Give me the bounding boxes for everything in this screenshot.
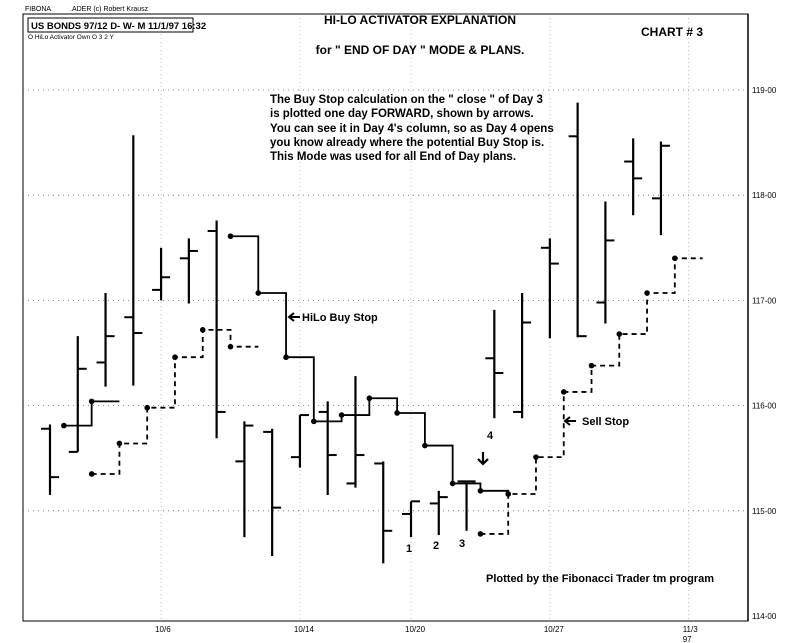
x-tick-label: 10/6 [155, 625, 171, 634]
footer-credit: Plotted by the Fibonacci Trader tm progr… [486, 573, 714, 585]
buy-stop-point [227, 233, 234, 240]
y-tick-label: 117-00 [752, 296, 777, 305]
left-arrow-icon [563, 416, 576, 426]
ohlc-bar [429, 490, 448, 535]
x-tick-label: 10/14 [294, 625, 315, 634]
sell-stop-point [644, 290, 650, 296]
ohlc-bar [207, 220, 226, 439]
x-tick-label: 10/27 [544, 625, 565, 634]
y-tick-label: 115-00 [752, 507, 777, 516]
sell-stop-annotation: Sell Stop [563, 416, 629, 428]
explanation-line: The Buy Stop calculation on the " close … [270, 94, 543, 106]
explanation-line: is plotted one day FORWARD, shown by arr… [270, 108, 534, 120]
sell-stop-point [172, 354, 178, 361]
ohlc-bar [41, 424, 59, 496]
down-arrow-icon [477, 452, 489, 466]
y-tick-label: 114-00 [752, 612, 777, 621]
ohlc-bar [290, 414, 309, 468]
chart-subtitle: for " END OF DAY " MODE & PLANS. [316, 43, 525, 57]
explanation-line: you know already where the potential Buy… [270, 137, 544, 149]
explanation-line: You can see it in Day 4's column, so as … [270, 123, 554, 135]
ohlc-bar [624, 138, 643, 216]
buy-stop-point [338, 412, 345, 418]
symbol-box [27, 17, 194, 33]
sell-stop-line [91, 328, 259, 475]
ohlc-bar [457, 480, 476, 531]
stop-lines [61, 233, 703, 537]
vendor-label-2: .ADER (c) Robert Krausz [70, 6, 149, 13]
buy-stop-point [61, 422, 67, 429]
x-tick-label: 11/3 [683, 625, 699, 634]
y-tick-label: 116-00 [752, 402, 777, 411]
sell-stop-point [560, 389, 567, 395]
ohlc-bar [263, 428, 282, 557]
explanation-text: The Buy Stop calculation on the " close … [270, 94, 554, 163]
ohlc-bar [96, 293, 115, 387]
chart-number: CHART # 3 [641, 25, 703, 39]
ohlc-bar [68, 336, 87, 453]
ohlc-bar [124, 135, 143, 386]
sell-stop-point [116, 440, 123, 447]
buy-stop-point [449, 480, 456, 487]
ohlc-bar [346, 376, 365, 488]
sell-stop-point [533, 454, 539, 460]
buy-stop-line [63, 400, 120, 427]
buy-stop-point [477, 488, 484, 494]
sell-stop-point [505, 491, 512, 497]
buy-stop-point [283, 354, 289, 361]
vendor-label-1: FIBONA [25, 6, 51, 13]
buy-stop-point [311, 418, 317, 425]
buy-stop-point [88, 398, 95, 405]
indicator-legend: O HiLo Activator Own O 3 2 Y [28, 34, 115, 41]
ohlc-bar [651, 141, 670, 236]
day-label: 3 [459, 538, 465, 550]
ohlc-bar [179, 238, 198, 304]
price-bars [41, 102, 670, 564]
chart-title: HI-LO ACTIVATOR EXPLANATION [324, 13, 516, 27]
y-tick-label: 118-00 [752, 191, 777, 200]
buy-stop-point [422, 442, 428, 449]
sell-stop-point [672, 255, 678, 262]
x-tick-year: 97 [683, 635, 692, 643]
ohlc-bar [374, 461, 393, 564]
axis-labels: 119-00 118-00 117-00 116-00 115-00 114-00 10/6… [155, 86, 777, 643]
sell-stop-line [480, 257, 703, 535]
ohlc-bar [402, 500, 421, 538]
sell-stop-point [144, 404, 150, 411]
ohlc-bar [596, 201, 615, 324]
explanation-line: This Mode was used for all End of Day pl… [270, 151, 516, 163]
day-label: 2 [433, 540, 439, 552]
sell-stop-point [199, 327, 206, 333]
ohlc-bar [513, 293, 532, 419]
sell-stop-point [588, 362, 595, 369]
sell-stop-point [477, 531, 484, 537]
buy-stop-label: HiLo Buy Stop [302, 312, 378, 324]
buy-stop-point [366, 395, 373, 402]
day-label: 4 [487, 430, 494, 442]
day-label: 1 [406, 543, 412, 555]
y-tick-label: 119-00 [752, 86, 777, 95]
left-arrow-icon [287, 312, 300, 322]
sell-stop-point [227, 343, 234, 350]
sell-stop-label: Sell Stop [582, 416, 629, 428]
grid [23, 14, 748, 621]
ohlc-bar [540, 238, 559, 339]
sell-stop-point [616, 331, 623, 337]
buy-stop-point [394, 410, 400, 416]
x-tick-label: 10/20 [405, 625, 426, 634]
ohlc-bar [152, 247, 171, 301]
symbol-label: US BONDS 97/12 D- W- M 11/1/97 16:32 [31, 21, 206, 32]
buy-stop-point [255, 290, 262, 296]
ohlc-bar [568, 102, 587, 338]
ohlc-bar [235, 421, 254, 538]
sell-stop-point [88, 471, 95, 477]
ohlc-bar [485, 309, 504, 419]
buy-stop-annotation: HiLo Buy Stop [287, 312, 378, 324]
ohlc-bar [318, 401, 337, 496]
